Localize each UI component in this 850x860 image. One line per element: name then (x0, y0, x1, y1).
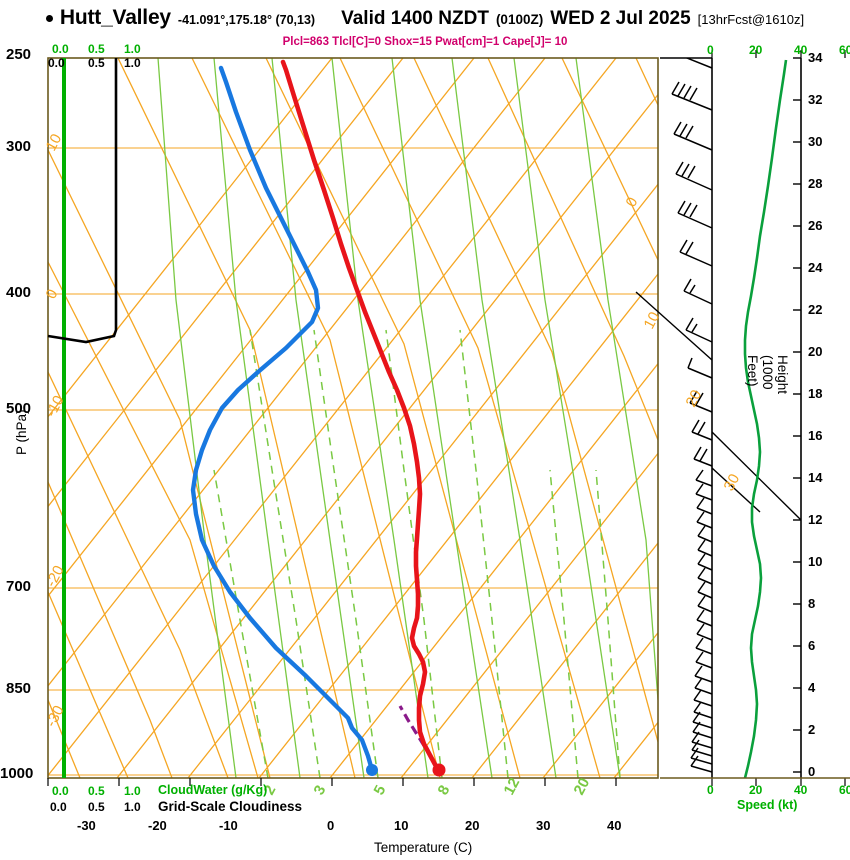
cloudiness-tick-0-5: 0.5 (88, 56, 105, 70)
svg-text:20: 20 (683, 387, 706, 410)
speed-top-tick-20: 20 (749, 43, 763, 57)
height-tick-20: 20 (808, 344, 823, 359)
cloudiness-tick-1: 1.0 (124, 56, 141, 70)
temperature-tick--10: -10 (219, 818, 238, 833)
height-axis-label: Height (1000 Feet) (745, 355, 790, 395)
cloudiness-bottom-tick-0-5: 0.5 (88, 800, 105, 814)
station-name: Hutt_Valley (59, 6, 171, 29)
pressure-tick-300: 300 (6, 138, 32, 155)
mixing-ratio-lines (213, 329, 621, 778)
cloudwater-bottom-tick-0: 0.0 (52, 784, 69, 798)
height-tick-26: 26 (808, 218, 823, 233)
isobar-lines (48, 58, 658, 776)
height-tick-0: 0 (808, 764, 816, 779)
valid-time: Valid 1400 NZDT (341, 8, 489, 29)
pressure-tick-1000: 1000 (0, 765, 34, 782)
speed-tick-40: 40 (794, 783, 808, 797)
height-tick-30: 30 (808, 134, 823, 149)
temperature-tick-30: 30 (536, 818, 551, 833)
height-tick-8: 8 (808, 596, 816, 611)
cloudiness-legend-label: Grid-Scale Cloudiness (158, 799, 303, 814)
speed-axis-ticks (711, 50, 846, 786)
station-dot-icon (45, 14, 53, 22)
speed-top-tick-60: 60 (839, 43, 850, 57)
height-tick-34: 34 (808, 50, 823, 65)
pressure-tick-250: 250 (6, 46, 32, 63)
pressure-axis-label: P (hPa) (14, 409, 29, 455)
cloudwater-tick-0: 0.0 (52, 42, 69, 56)
dewpoint-trace (190, 65, 375, 773)
cloudiness-bottom-tick-0: 0.0 (50, 800, 67, 814)
temperature-tick-0: 0 (327, 818, 335, 833)
svg-text:30: 30 (721, 471, 744, 494)
temperature-trace (280, 59, 441, 773)
surface-temperature-marker (432, 763, 446, 777)
height-tick-2: 2 (808, 722, 816, 737)
height-tick-10: 10 (808, 554, 823, 569)
cloudiness-profile (47, 58, 118, 344)
plot-background (48, 58, 658, 778)
svg-text:10: 10 (43, 131, 66, 154)
speed-tick-0: 0 (707, 783, 714, 797)
station-coordinates: -41.091°,175.18° (70,13) (177, 13, 316, 27)
height-tick-24: 24 (808, 260, 823, 275)
svg-text:5: 5 (371, 783, 390, 798)
dry-adiabat-lines (48, 58, 658, 778)
height-tick-32: 32 (808, 92, 823, 107)
header: Hutt_Valley -41.091°,175.18° (70,13) Val… (0, 6, 850, 36)
temperature-tick-10: 10 (394, 818, 409, 833)
grid-lines (48, 58, 658, 778)
cloudiness-bottom-tick-1: 1.0 (124, 800, 141, 814)
height-tick-18: 18 (808, 386, 823, 401)
height-tick-16: 16 (808, 428, 823, 443)
pressure-tick-500: 500 (6, 400, 32, 417)
cloudwater-tick-0-5: 0.5 (88, 42, 105, 56)
wind-barbs (671, 58, 713, 773)
height-tick-4: 4 (808, 680, 816, 695)
temperature-tick-20: 20 (465, 818, 480, 833)
cloudiness-tick-0: 0.0 (48, 56, 65, 70)
cloudwater-legend-label: CloudWater (g/Kg) (158, 783, 268, 797)
speed-top-tick-0: 0 (707, 43, 714, 57)
pressure-tick-400: 400 (6, 284, 32, 301)
speed-tick-60: 60 (839, 783, 850, 797)
valid-time-zulu: (0100Z) (495, 12, 544, 27)
surface-dewpoint-marker (366, 764, 378, 776)
height-tick-12: 12 (808, 512, 823, 527)
temperature-tick--20: -20 (148, 818, 167, 833)
moist-adiabat-lines (157, 58, 658, 778)
height-tick-6: 6 (808, 638, 816, 653)
speed-top-tick-40: 40 (794, 43, 808, 57)
svg-text:10: 10 (641, 309, 664, 332)
speed-axis-label: Speed (kt) (737, 798, 798, 812)
cloudwater-bottom-tick-1: 1.0 (124, 784, 141, 798)
height-tick-22: 22 (808, 302, 823, 317)
speed-tick-20: 20 (749, 783, 763, 797)
svg-text:8: 8 (435, 783, 454, 798)
height-tick-28: 28 (808, 176, 823, 191)
svg-text:3: 3 (311, 783, 330, 798)
temperature-tick--30: -30 (77, 818, 96, 833)
svg-text:20: 20 (571, 775, 594, 798)
temperature-tick-40: 40 (607, 818, 622, 833)
temperature-axis-ticks (47, 778, 617, 786)
parcel-trace (398, 705, 440, 771)
height-axis-ticks (793, 57, 801, 773)
cloudwater-tick-1: 1.0 (124, 42, 141, 56)
forecast-hour: [13hrFcst@1610z] (697, 12, 805, 27)
temperature-axis-label: Temperature (C) (374, 840, 473, 855)
height-tick-14: 14 (808, 470, 823, 485)
wind-speed-profile (743, 59, 788, 779)
plot-frame (47, 57, 659, 779)
valid-date: WED 2 Jul 2025 (550, 8, 691, 29)
pressure-tick-700: 700 (6, 578, 32, 595)
cloudwater-bottom-tick-0-5: 0.5 (88, 784, 105, 798)
svg-text:12: 12 (501, 775, 524, 798)
stability-indices: Plcl=863 Tlcl[C]=0 Shox=15 Pwat[cm]=1 Ca… (282, 36, 568, 48)
pressure-tick-850: 850 (6, 680, 32, 697)
